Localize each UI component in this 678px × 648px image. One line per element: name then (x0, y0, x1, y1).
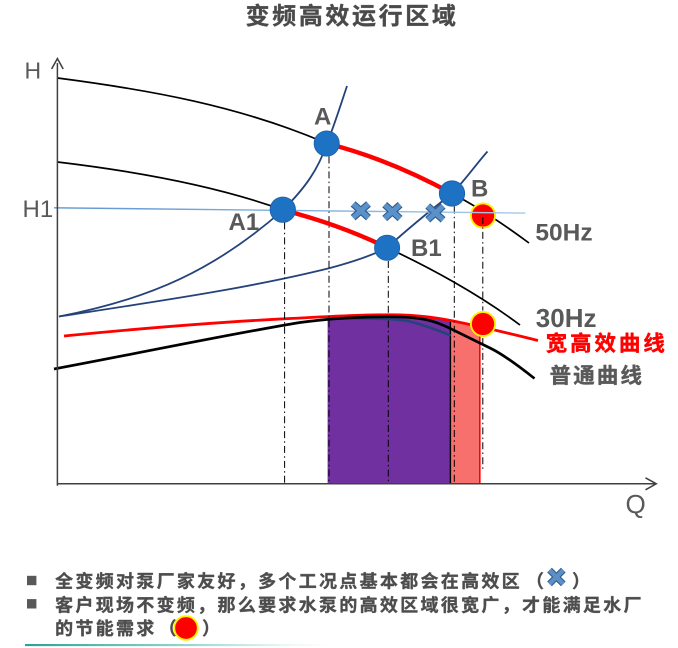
svg-text:H: H (25, 58, 42, 84)
svg-text:Q: Q (626, 489, 646, 519)
svg-text:50Hz: 50Hz (535, 219, 592, 246)
svg-text:B: B (471, 176, 488, 203)
svg-text:30Hz: 30Hz (536, 303, 597, 333)
svg-text:H1: H1 (23, 196, 54, 223)
svg-text:A1: A1 (229, 209, 260, 236)
svg-text:B1: B1 (411, 235, 442, 262)
svg-text:A: A (314, 104, 331, 131)
